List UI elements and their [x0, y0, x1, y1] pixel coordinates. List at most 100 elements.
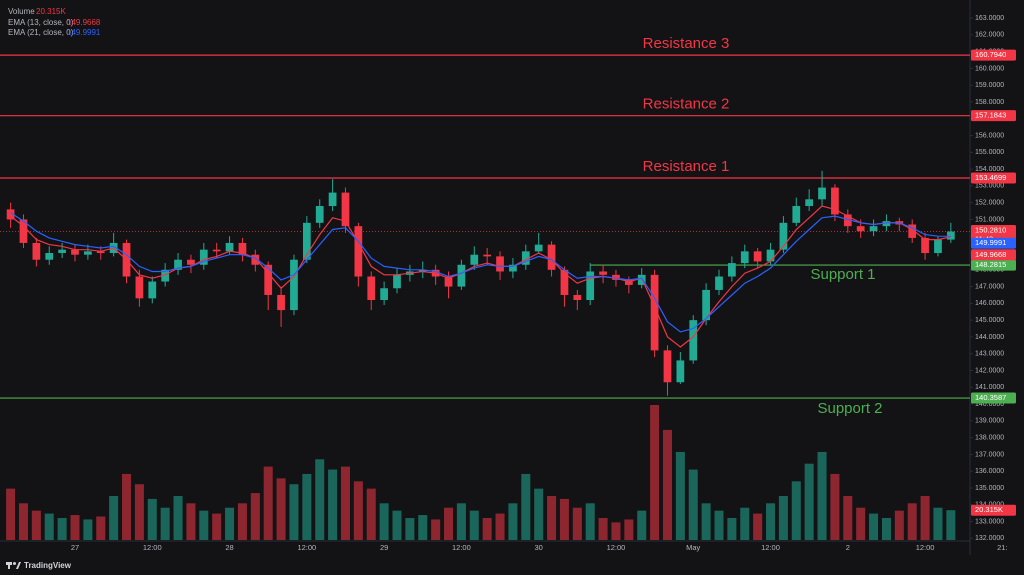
candle-body [792, 206, 801, 223]
candle-body [676, 360, 685, 383]
candle-body [573, 294, 582, 301]
candle-body [728, 263, 736, 277]
volume-bar [804, 463, 814, 540]
volume-bar [791, 481, 801, 540]
candle-body [496, 256, 504, 272]
volume-bar [186, 503, 196, 540]
price-badge-label: 153.4699 [975, 173, 1006, 182]
volume-bar [637, 510, 647, 540]
candle-body [96, 251, 105, 254]
logo-part [16, 562, 21, 569]
volume-bar [611, 522, 621, 540]
candle-body [32, 242, 41, 260]
volume-bar [456, 503, 466, 540]
candle-body [856, 226, 865, 232]
volume-bar [753, 513, 763, 540]
candle-body [457, 264, 466, 287]
volume-bar [379, 503, 389, 540]
candle-body [354, 226, 363, 277]
y-tick-label: 139.0000 [975, 418, 1004, 425]
level-name: Resistance 2 [643, 96, 730, 113]
candle-body [393, 274, 401, 289]
candle-body [264, 264, 273, 295]
volume-bar [160, 507, 170, 540]
volume-bar [31, 510, 41, 540]
volume-bar [585, 503, 595, 540]
volume-bar [418, 515, 428, 540]
candle-body [161, 269, 170, 282]
volume-bar [650, 405, 660, 540]
candle-body [328, 192, 337, 207]
volume-bar [199, 510, 209, 540]
price-badge-label: 20.315K [975, 505, 1003, 514]
volume-bar [521, 473, 531, 540]
volume-bar [276, 478, 286, 540]
volume-bar [869, 513, 879, 540]
volume-bar [559, 498, 569, 540]
volume-bar [70, 515, 80, 540]
y-tick-label: 155.0000 [975, 149, 1004, 156]
x-tick-label: 2 [846, 543, 850, 552]
volume-bar [302, 473, 312, 540]
y-tick-label: 163.0000 [975, 15, 1004, 22]
x-tick-label: 12:00 [297, 543, 316, 552]
candle-body [586, 271, 595, 301]
candle-body [560, 269, 569, 295]
volume-bar [134, 484, 144, 540]
y-tick-label: 153.0000 [975, 183, 1004, 190]
candle-body [599, 271, 607, 275]
candle-body [19, 219, 28, 243]
price-badge-label: 157.1843 [975, 111, 1006, 120]
candle-body [341, 192, 350, 227]
price-badge [971, 392, 1016, 404]
y-tick-label: 136.0000 [975, 468, 1004, 475]
y-tick-label: 146.0000 [975, 300, 1004, 307]
volume-bar [933, 507, 943, 540]
candle-body [831, 187, 839, 215]
candle-body [843, 214, 852, 227]
candle-body [663, 350, 672, 383]
volume-bar [701, 503, 711, 540]
y-tick-label: 162.0000 [975, 32, 1004, 39]
x-tick-label: 12:00 [452, 543, 471, 552]
candle-body [367, 276, 376, 301]
volume-bar [907, 503, 917, 540]
candle-body [135, 276, 144, 299]
candle-body [444, 276, 453, 287]
candle-body [238, 242, 247, 255]
price-badge [971, 504, 1016, 516]
price-badge [971, 237, 1016, 249]
volume-bar [315, 459, 325, 540]
y-tick-label: 143.0000 [975, 351, 1004, 358]
level-name: Support 2 [817, 400, 882, 417]
y-tick-label: 145.0000 [975, 317, 1004, 324]
volume-bar [405, 517, 415, 540]
y-tick-label: 160.0000 [975, 65, 1004, 72]
y-tick-label: 154.0000 [975, 166, 1004, 173]
price-badge-label: 140.3587 [975, 393, 1006, 402]
volume-bar [727, 517, 737, 540]
y-tick-label: 132.0000 [975, 535, 1004, 542]
volume-bar [920, 495, 930, 540]
candle-body [921, 237, 929, 254]
volume-bar [431, 519, 441, 540]
volume-bar [237, 503, 247, 540]
candle-body [650, 274, 659, 351]
x-tick-label: 27 [71, 543, 79, 552]
volume-bar [122, 473, 132, 540]
legend-value: 149.9991 [67, 28, 101, 37]
y-tick-label: 138.0000 [975, 434, 1004, 441]
candle-body [199, 249, 208, 265]
volume-bar [18, 503, 28, 540]
candle-body [779, 222, 788, 250]
price-badge-label: 160.7940 [975, 50, 1006, 59]
logo-part [13, 562, 16, 565]
candle-body [818, 187, 826, 200]
volume-bar [109, 495, 119, 540]
volume-bar [714, 510, 724, 540]
candle-body [251, 254, 260, 265]
volume-bar [212, 513, 222, 540]
legend-value: 149.9668 [67, 18, 101, 27]
candle-body [946, 231, 955, 240]
